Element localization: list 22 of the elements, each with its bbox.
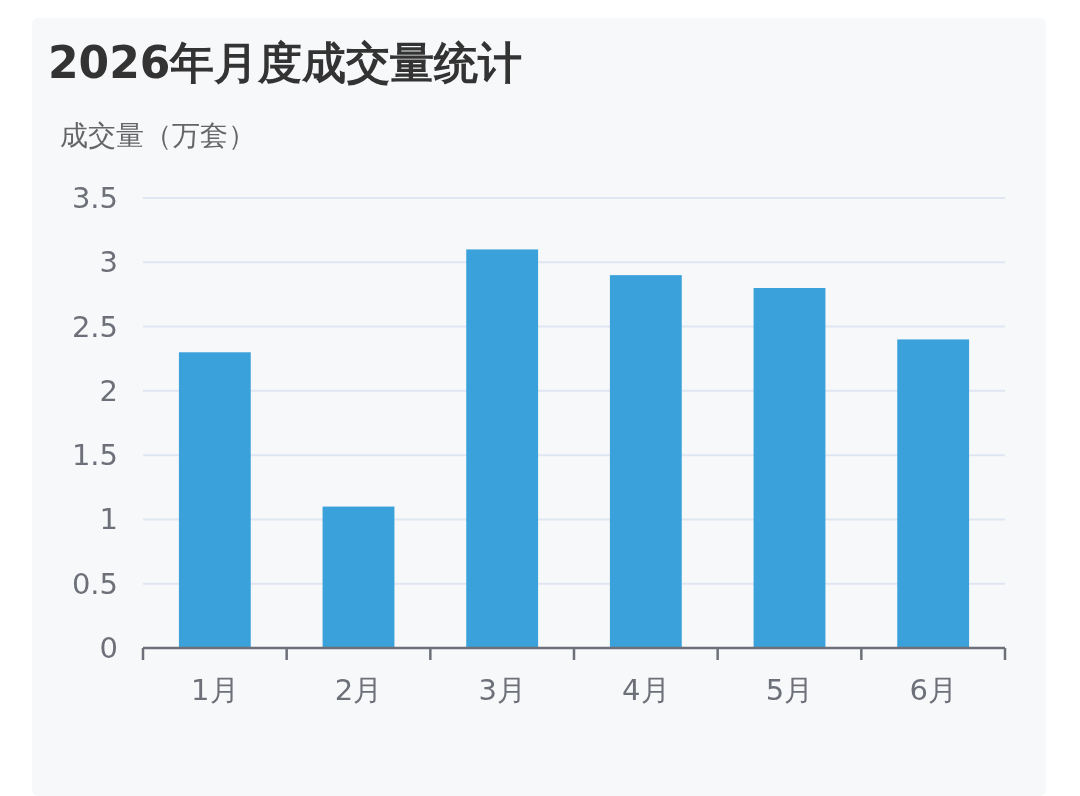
y-tick-label: 1	[99, 502, 118, 537]
y-tick-label: 0.5	[71, 566, 118, 601]
bar	[897, 339, 970, 648]
bar	[178, 352, 251, 648]
y-tick-label: 3.5	[71, 181, 118, 215]
y-tick-label: 1.5	[71, 438, 118, 473]
x-tick-label: 4月	[622, 673, 670, 707]
bar	[753, 288, 826, 648]
bar	[609, 275, 682, 648]
x-tick-label: 2月	[334, 673, 383, 707]
x-tick-label: 6月	[909, 673, 957, 707]
x-tick-label: 3月	[478, 673, 526, 707]
chart-title: 2026年月度成交量统计	[48, 37, 523, 88]
y-axis-title: 成交量（万套）	[60, 119, 256, 152]
y-tick-label: 0	[99, 631, 118, 665]
y-tick-label: 3	[99, 245, 118, 280]
y-tick-label: 2.5	[71, 309, 118, 344]
bar	[466, 249, 539, 648]
bar	[322, 506, 395, 648]
y-tick-label: 2	[99, 373, 118, 408]
x-tick-label: 5月	[765, 673, 814, 707]
x-tick-label: 1月	[191, 673, 239, 707]
